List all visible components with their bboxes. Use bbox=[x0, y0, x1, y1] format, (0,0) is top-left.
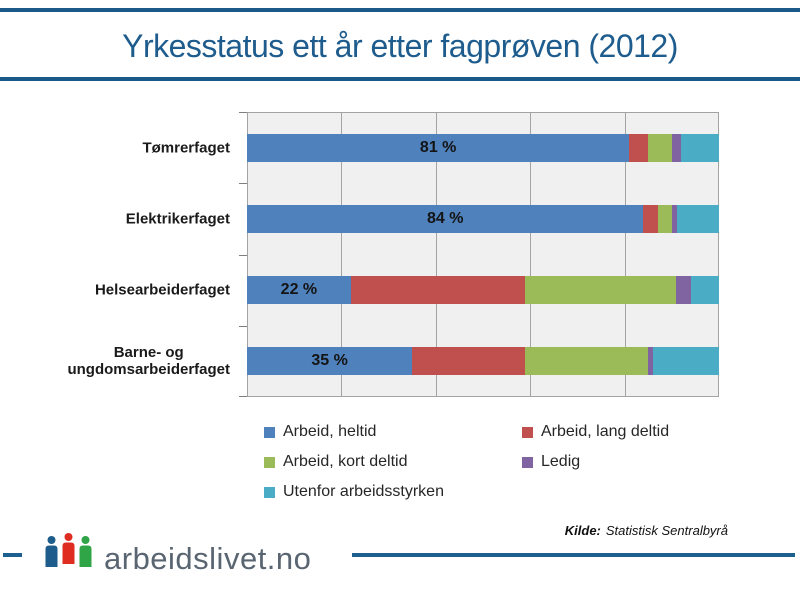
y-axis-tick bbox=[239, 183, 247, 184]
bar-value-label: 84 % bbox=[427, 210, 464, 227]
category-label-text: Elektrikerfaget bbox=[125, 210, 230, 228]
page-title: Yrkesstatus ett år etter fagprøven (2012… bbox=[122, 28, 678, 64]
gridline-80pct bbox=[624, 112, 626, 397]
legend-label: Ledig bbox=[541, 453, 581, 470]
bar-segment bbox=[643, 205, 658, 233]
gridline-60pct bbox=[530, 112, 532, 397]
arbeidslivet-logo-text: arbeidslivet.no bbox=[104, 541, 312, 576]
bar-segment: 22 % bbox=[247, 276, 351, 304]
gridline-100pct bbox=[718, 112, 719, 397]
y-axis-tick bbox=[239, 112, 247, 113]
y-axis-ticks bbox=[239, 112, 247, 397]
arbeidslivet-logo bbox=[45, 533, 95, 568]
three-people-icon bbox=[45, 533, 92, 567]
bar-segment: 35 % bbox=[247, 347, 413, 375]
y-axis-tick bbox=[239, 396, 247, 397]
footer-rule-main-segment bbox=[352, 553, 795, 557]
bar-row-2: 84 % bbox=[247, 205, 719, 233]
bar-segment bbox=[657, 205, 672, 233]
source-credit-text: Statistisk Sentralbyrå bbox=[605, 523, 728, 538]
category-label-text: Helsearbeiderfaget bbox=[94, 281, 230, 299]
source-credit-label: Kilde: bbox=[564, 523, 601, 538]
bar-segment bbox=[525, 276, 677, 304]
bar-segment bbox=[629, 134, 649, 162]
header-top-rule bbox=[0, 8, 800, 12]
plot-top-border bbox=[247, 112, 719, 113]
category-label: Elektrikerfaget bbox=[0, 210, 230, 227]
plot-bottom-border bbox=[247, 396, 719, 397]
category-label-text: Tømrerfaget bbox=[142, 139, 230, 157]
bar-value-label: 22 % bbox=[280, 281, 318, 298]
bar-segment bbox=[676, 276, 691, 304]
y-axis-tick bbox=[239, 255, 247, 256]
stacked-bar-chart-plot-area: 81 % 84 % 22 % 35 % bbox=[247, 112, 719, 397]
legend-label: Utenfor arbeidsstyrken bbox=[283, 483, 444, 500]
legend-item: Utenfor arbeidsstyrken bbox=[264, 483, 522, 501]
bar-segment: 84 % bbox=[247, 205, 644, 233]
category-label-text: Barne- og ungdomsarbeiderfaget bbox=[67, 344, 230, 379]
legend-swatch bbox=[264, 426, 275, 438]
y-axis-tick bbox=[239, 326, 247, 327]
legend-item: Arbeid, lang deltid bbox=[522, 423, 669, 441]
legend-item: Ledig bbox=[522, 453, 669, 471]
source-credit: Kilde: Statistisk Sentralbyrå bbox=[565, 523, 728, 538]
legend-swatch bbox=[522, 426, 533, 438]
bar-segment bbox=[648, 347, 653, 375]
category-label: Helsearbeiderfaget bbox=[0, 282, 230, 299]
gridline-20pct bbox=[341, 112, 343, 397]
bar-segment bbox=[525, 347, 649, 375]
bar-segment bbox=[671, 205, 677, 233]
legend-swatch bbox=[264, 486, 275, 498]
bar-row-4: 35 % bbox=[247, 347, 719, 375]
legend-label: Arbeid, heltid bbox=[283, 423, 377, 440]
bar-row-3: 22 % bbox=[247, 276, 719, 304]
legend-item: Arbeid, heltid bbox=[264, 423, 522, 441]
legend-swatch bbox=[522, 456, 533, 468]
gridline-0pct bbox=[247, 112, 248, 397]
chart-legend: Arbeid, heltid Arbeid, lang deltid Arbeid,… bbox=[264, 417, 669, 507]
bar-row-1: 81 % bbox=[247, 134, 719, 162]
bar-value-label: 35 % bbox=[311, 352, 348, 369]
category-label: Tømrerfaget bbox=[0, 139, 230, 156]
legend-label: Arbeid, lang deltid bbox=[541, 423, 670, 440]
bar-segment bbox=[690, 276, 719, 304]
footer-rule-left-segment bbox=[3, 553, 22, 557]
y-axis-category-labels: Tømrerfaget Elektrikerfaget Helsearbeiderf… bbox=[0, 112, 230, 397]
bar-segment bbox=[648, 134, 672, 162]
bar-segment bbox=[681, 134, 719, 162]
bar-segment bbox=[671, 134, 682, 162]
gridline-40pct bbox=[435, 112, 437, 397]
bar-segment: 81 % bbox=[247, 134, 630, 162]
bar-segment bbox=[350, 276, 526, 304]
header-bottom-rule bbox=[0, 77, 800, 81]
bar-segment bbox=[676, 205, 719, 233]
bar-segment bbox=[412, 347, 526, 375]
legend-item: Arbeid, kort deltid bbox=[264, 453, 522, 471]
bar-value-label: 81 % bbox=[419, 139, 457, 156]
category-label: Barne- og ungdomsarbeiderfaget bbox=[0, 344, 230, 378]
legend-swatch bbox=[264, 456, 275, 468]
bar-segment bbox=[652, 347, 719, 375]
legend-label: Arbeid, kort deltid bbox=[283, 453, 408, 470]
